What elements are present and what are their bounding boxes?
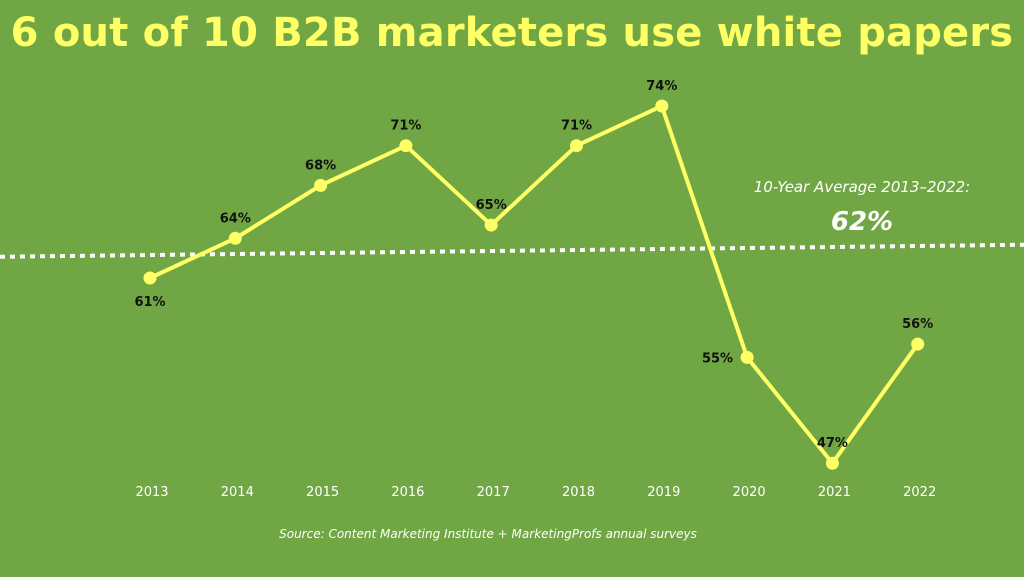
average-reference-line: [0, 242, 1024, 259]
data-point-2022: [911, 337, 925, 351]
x-tick-label-2018: 2018: [562, 485, 595, 500]
data-point-2015: [314, 178, 328, 192]
x-tick-label-2020: 2020: [733, 485, 766, 500]
data-point-2021: [825, 456, 839, 470]
x-tick-label-2013: 2013: [135, 485, 168, 500]
data-point-2018: [570, 139, 583, 153]
source-note: Source: Content Marketing Institute + Ma…: [279, 527, 697, 541]
data-label-2016: 71%: [390, 119, 421, 134]
data-label-2018: 71%: [561, 119, 592, 134]
data-label-2017: 65%: [476, 198, 507, 213]
average-reference-group: 10-Year Average 2013–2022: 62%: [0, 178, 1024, 259]
x-tick-label-2022: 2022: [903, 485, 936, 500]
x-tick-label-2019: 2019: [647, 485, 680, 500]
data-point-2020: [740, 350, 754, 364]
data-label-2022: 56%: [902, 317, 933, 332]
x-tick-label-2016: 2016: [391, 485, 424, 500]
x-tick-label-2014: 2014: [221, 485, 254, 500]
x-axis-ticks-group: 2013 2014 2015 2016 2017 2018 2019 2020 2021 2022: [135, 485, 936, 500]
data-point-2016: [399, 139, 413, 153]
data-point-2013: [143, 271, 157, 285]
data-label-2019: 74%: [646, 79, 677, 94]
data-label-2021: 47%: [817, 436, 848, 451]
x-tick-label-2015: 2015: [306, 485, 339, 500]
data-label-2015: 68%: [305, 158, 336, 173]
data-label-2014: 64%: [220, 211, 251, 226]
average-annotation-label: 10-Year Average 2013–2022:: [754, 178, 970, 196]
data-point-2014: [228, 231, 242, 245]
data-label-2020: 55%: [702, 351, 733, 366]
chart-title: 6 out of 10 B2B marketers use white pape…: [10, 10, 1014, 56]
x-tick-label-2021: 2021: [818, 485, 851, 500]
data-label-2013: 61%: [134, 295, 165, 310]
data-point-2017: [484, 218, 498, 232]
x-tick-label-2017: 2017: [477, 485, 510, 500]
data-labels-group: 61% 64% 68% 71% 65% 71% 74% 55% 47% 56%: [134, 79, 933, 451]
series-line: [149, 103, 920, 467]
series-group: [143, 99, 925, 470]
data-point-2019: [655, 99, 669, 113]
average-annotation-value: 62%: [831, 207, 893, 237]
